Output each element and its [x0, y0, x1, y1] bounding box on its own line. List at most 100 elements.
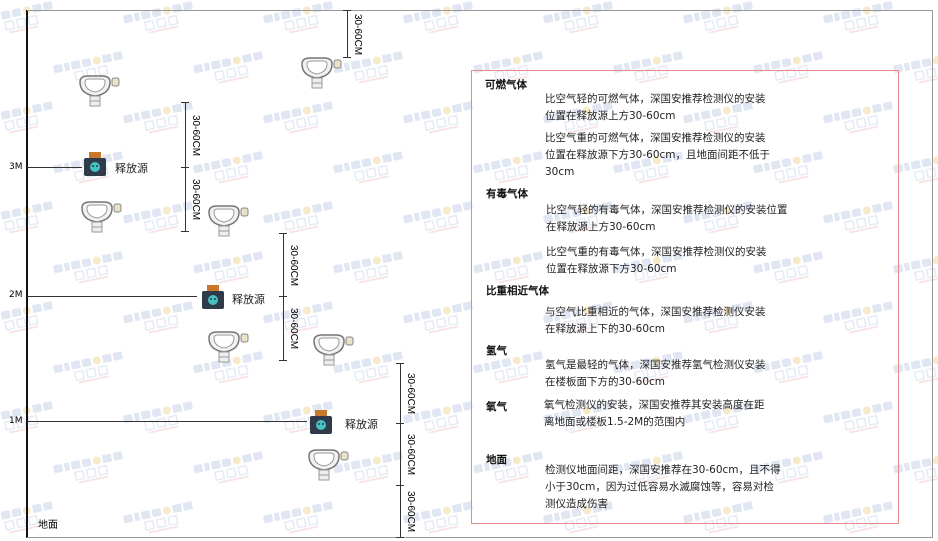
text-line: 比空气重的有毒气体，深国安推荐检测仪的安装: [546, 246, 767, 258]
dimension-tick: [343, 10, 351, 11]
watermark-logo: [260, 0, 340, 38]
dimension-line: [283, 296, 284, 360]
dimension-line: [185, 167, 186, 231]
watermark-logo: [400, 200, 480, 238]
text-line: 比空气轻的有毒气体，深国安推荐检测仪的安装位置: [546, 204, 788, 216]
gas-detector-icon: [78, 200, 122, 238]
watermark-logo: [0, 0, 60, 38]
dimension-label: 30-60CM: [288, 308, 299, 350]
dimension-tick: [181, 167, 189, 168]
watermark-logo: [50, 250, 130, 288]
dimension-label: 30-60CM: [190, 114, 201, 156]
watermark-logo: [120, 0, 200, 38]
release-source-label: 释放源: [232, 293, 265, 306]
toxic-heavy-text: 比空气重的有毒气体，深国安推荐检测仪的安装 位置在释放源下方30-60cm: [546, 244, 767, 278]
watermark-logo: [190, 150, 270, 188]
dimension-label: 30-60CM: [405, 373, 416, 415]
watermark-logo: [330, 150, 410, 188]
release-source-label: 释放源: [115, 162, 148, 175]
text-line: 测仪造成伤害: [545, 498, 608, 510]
text-line: 位置在释放源上方30-60cm: [545, 110, 676, 122]
release-source-icon: [308, 410, 334, 438]
height-axis: [26, 10, 28, 538]
dimension-line: [400, 485, 401, 537]
level-3m-label: 3M: [9, 162, 23, 172]
gas-detector-icon: [205, 330, 249, 368]
dimension-label: 30-60CM: [288, 244, 299, 286]
dimension-line: [185, 102, 186, 167]
text-line: 离地面或楼板1.5-2M的范围内: [544, 416, 686, 428]
text-line: 比空气轻的可燃气体，深国安推荐检测仪的安装: [545, 93, 766, 105]
watermark-logo: [120, 200, 200, 238]
watermark-logo: [260, 500, 340, 538]
level-3m-line: [27, 167, 82, 168]
dimension-label: 30-60CM: [190, 179, 201, 221]
watermark-logo: [120, 500, 200, 538]
text-line: 小于30cm，因为过低容易水滅腐蚀等，容易对检: [545, 481, 774, 493]
text-line: 氧气检测仪的安装，深国安推荐其安装高度在距: [544, 399, 765, 411]
watermark-logo: [0, 300, 60, 338]
oxygen-title: 氧气: [486, 401, 507, 413]
combustible-light-text: 比空气轻的可燃气体，深国安推荐检测仪的安装 位置在释放源上方30-60cm: [545, 91, 766, 125]
text-line: 在楼板面下方的30-60cm: [545, 376, 666, 388]
text-line: 在释放源上下的30-60cm: [545, 323, 666, 335]
dimension-tick: [396, 537, 404, 538]
gas-detector-icon: [305, 448, 349, 486]
similar-density-title: 比重相近气体: [486, 285, 549, 297]
oxygen-text: 氧气检测仪的安装，深国安推荐其安装高度在距 离地面或楼板1.5-2M的范围内: [544, 397, 765, 431]
text-line: 检测仪地面间距，深国安推荐在30-60cm，且不得: [545, 464, 781, 476]
dimension-label: 30-60CM: [405, 491, 416, 533]
level-2m-label: 2M: [9, 290, 23, 300]
release-source-icon: [200, 285, 226, 313]
watermark-logo: [190, 450, 270, 488]
watermark-logo: [190, 250, 270, 288]
gas-detector-icon: [310, 333, 354, 371]
dimension-line: [400, 363, 401, 423]
combustible-heavy-text: 比空气重的可燃气体，深国安推荐检测仪的安装 位置在释放源下方30-60cm，且地面…: [545, 130, 770, 181]
ground-title: 地面: [486, 454, 507, 466]
dimension-tick: [279, 296, 287, 297]
similar-density-text: 与空气比重相近的气体，深国安推荐检测仪安装 在释放源上下的30-60cm: [545, 304, 766, 338]
text-line: 比空气重的可燃气体，深国安推荐检测仪的安装: [545, 132, 766, 144]
watermark-logo: [400, 0, 480, 38]
guidance-panel: [471, 70, 899, 524]
text-line: 位置在释放源下方30-60cm: [546, 263, 677, 275]
dimension-tick: [181, 231, 189, 232]
watermark-logo: [260, 100, 340, 138]
watermark-logo: [680, 0, 760, 38]
toxic-light-text: 比空气轻的有毒气体，深国安推荐检测仪的安装位置 在释放源上方30-60cm: [546, 202, 788, 236]
watermark-logo: [400, 100, 480, 138]
dimension-tick: [396, 423, 404, 424]
watermark-logo: [260, 200, 340, 238]
ground-label: 地面: [38, 520, 58, 531]
ground-text: 检测仪地面间距，深国安推荐在30-60cm，且不得 小于30cm，因为过低容易水滅…: [545, 462, 781, 513]
watermark-logo: [120, 100, 200, 138]
combustible-title: 可燃气体: [485, 79, 527, 91]
text-line: 与空气比重相近的气体，深国安推荐检测仪安装: [545, 306, 766, 318]
dimension-label: 30-60CM: [352, 13, 363, 55]
watermark-logo: [120, 400, 200, 438]
hydrogen-title: 氢气: [486, 345, 507, 357]
text-line: 在释放源上方30-60cm: [546, 221, 656, 233]
watermark-logo: [330, 50, 410, 88]
text-line: 氢气是最轻的气体，深国安推荐氢气检测仪安装: [545, 359, 766, 371]
dimension-line: [347, 10, 348, 57]
release-source-icon: [82, 152, 108, 180]
dimension-label: 30-60CM: [405, 434, 416, 476]
watermark-logo: [540, 0, 620, 38]
dimension-line: [283, 233, 284, 296]
watermark-logo: [330, 250, 410, 288]
hydrogen-text: 氢气是最轻的气体，深国安推荐氢气检测仪安装 在楼板面下方的30-60cm: [545, 357, 766, 391]
watermark-logo: [820, 0, 900, 38]
dimension-tick: [396, 485, 404, 486]
level-2m-line: [27, 296, 197, 297]
dimension-tick: [181, 102, 189, 103]
dimension-line: [400, 423, 401, 485]
floor-line: [27, 537, 933, 538]
gas-detector-icon: [205, 204, 249, 242]
watermark-logo: [50, 450, 130, 488]
ceiling-line: [27, 10, 933, 11]
release-source-label: 释放源: [345, 418, 378, 431]
dimension-tick: [343, 57, 351, 58]
watermark-logo: [190, 50, 270, 88]
